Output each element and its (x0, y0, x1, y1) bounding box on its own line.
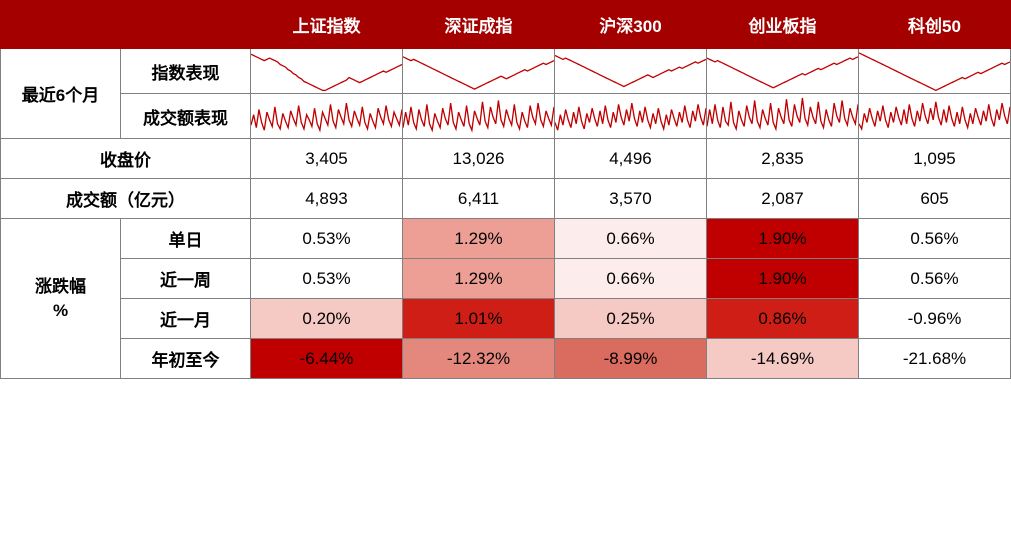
header-col-2: 沪深300 (555, 1, 707, 49)
spark-volume-0 (251, 94, 403, 139)
rowlabel-week: 近一周 (121, 259, 251, 299)
spark-index-3 (707, 49, 859, 94)
chg-month-2: 0.25% (555, 299, 707, 339)
turnover-3: 2,087 (707, 179, 859, 219)
turnover-0: 4,893 (251, 179, 403, 219)
header-col-4: 科创50 (859, 1, 1011, 49)
spark-index-2 (555, 49, 707, 94)
header-col-0: 上证指数 (251, 1, 403, 49)
chg-week-4: 0.56% (859, 259, 1011, 299)
close-3: 2,835 (707, 139, 859, 179)
chg-week-0: 0.53% (251, 259, 403, 299)
spark-volume-3 (707, 94, 859, 139)
rowlabel-index-perf: 指数表现 (121, 49, 251, 94)
chg-ytd-2: -8.99% (555, 339, 707, 379)
chg-day-2: 0.66% (555, 219, 707, 259)
chg-week-1: 1.29% (403, 259, 555, 299)
chg-day-4: 0.56% (859, 219, 1011, 259)
close-1: 13,026 (403, 139, 555, 179)
spark-index-4 (859, 49, 1011, 94)
chg-ytd-3: -14.69% (707, 339, 859, 379)
header-col-1: 深证成指 (403, 1, 555, 49)
chg-week-2: 0.66% (555, 259, 707, 299)
chg-month-1: 1.01% (403, 299, 555, 339)
close-0: 3,405 (251, 139, 403, 179)
rowlabel-recent6m: 最近6个月 (1, 49, 121, 139)
chg-month-3: 0.86% (707, 299, 859, 339)
rowlabel-turnover: 成交额（亿元） (1, 179, 251, 219)
chg-month-0: 0.20% (251, 299, 403, 339)
rowlabel-close: 收盘价 (1, 139, 251, 179)
chg-ytd-0: -6.44% (251, 339, 403, 379)
rowlabel-change-group: 涨跌幅 % (1, 219, 121, 379)
rowlabel-day: 单日 (121, 219, 251, 259)
chg-day-3: 1.90% (707, 219, 859, 259)
turnover-2: 3,570 (555, 179, 707, 219)
rowlabel-month: 近一月 (121, 299, 251, 339)
chg-day-0: 0.53% (251, 219, 403, 259)
rowlabel-volume-perf: 成交额表现 (121, 94, 251, 139)
turnover-4: 605 (859, 179, 1011, 219)
chg-week-3: 1.90% (707, 259, 859, 299)
header-row: 上证指数 深证成指 沪深300 创业板指 科创50 (1, 1, 1011, 49)
spark-volume-1 (403, 94, 555, 139)
chg-month-4: -0.96% (859, 299, 1011, 339)
chg-day-1: 1.29% (403, 219, 555, 259)
spark-volume-4 (859, 94, 1011, 139)
turnover-1: 6,411 (403, 179, 555, 219)
chg-ytd-4: -21.68% (859, 339, 1011, 379)
spark-index-1 (403, 49, 555, 94)
chg-ytd-1: -12.32% (403, 339, 555, 379)
spark-volume-2 (555, 94, 707, 139)
header-col-3: 创业板指 (707, 1, 859, 49)
header-blank (1, 1, 251, 49)
rowlabel-ytd: 年初至今 (121, 339, 251, 379)
spark-index-0 (251, 49, 403, 94)
close-4: 1,095 (859, 139, 1011, 179)
index-performance-table: 上证指数 深证成指 沪深300 创业板指 科创50 最近6个月指数表现成交额表现… (0, 0, 1011, 379)
close-2: 4,496 (555, 139, 707, 179)
